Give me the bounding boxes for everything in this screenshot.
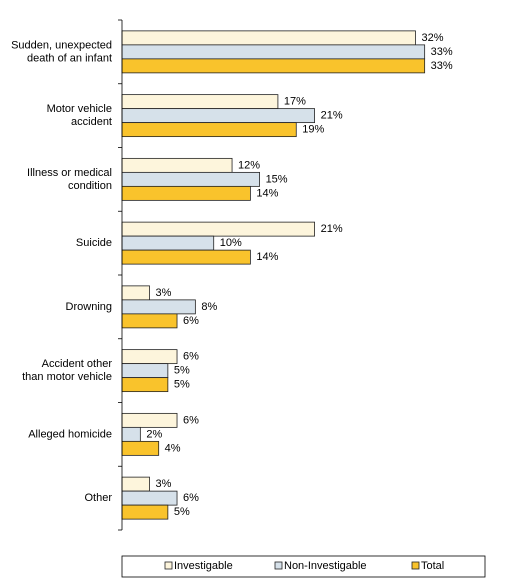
value-label: 6%: [183, 414, 199, 426]
bar: [121, 235, 215, 251]
category-label-line: Other: [84, 492, 112, 504]
value-label: 33%: [431, 60, 453, 72]
category-label: Drowning: [66, 301, 112, 313]
bar: [121, 440, 160, 456]
value-label: 12%: [238, 159, 260, 171]
bar: [121, 171, 260, 187]
bar: [121, 157, 233, 173]
bar: [121, 412, 178, 428]
category-label-line: Drowning: [66, 301, 112, 313]
category-label-line: condition: [68, 180, 112, 192]
category-label-line: Illness or medical: [27, 167, 112, 179]
category-label-line: Suicide: [76, 237, 112, 249]
legend-swatch: [164, 561, 173, 570]
value-label: 14%: [256, 251, 278, 263]
bar: [121, 504, 169, 520]
bar: [121, 426, 141, 442]
bar: [121, 221, 316, 237]
bar: [121, 313, 178, 329]
value-label: 3%: [156, 287, 172, 299]
value-label: 6%: [183, 315, 199, 327]
legend-label: Non-Investigable: [284, 560, 367, 572]
value-label: 4%: [165, 442, 181, 454]
legend-swatch: [274, 561, 283, 570]
bar: [121, 108, 316, 124]
value-label: 3%: [156, 478, 172, 490]
legend-box: [121, 555, 486, 578]
category-label: Alleged homicide: [28, 428, 112, 440]
category-label-line: death of an infant: [27, 52, 112, 64]
legend-label: Total: [421, 560, 444, 572]
bar: [121, 490, 178, 506]
category-label: Motor vehicle accident: [47, 103, 112, 128]
value-label: 6%: [183, 492, 199, 504]
value-label: 10%: [220, 237, 242, 249]
value-label: 21%: [321, 110, 343, 122]
legend-label: Investigable: [174, 560, 233, 572]
bar: [121, 94, 279, 110]
category-label-line: than motor vehicle: [22, 371, 112, 383]
bar: [121, 185, 251, 201]
legend-swatch: [411, 561, 420, 570]
value-label: 15%: [266, 173, 288, 185]
value-label: 5%: [174, 506, 190, 518]
category-label: Suicide: [76, 237, 112, 249]
bar: [121, 349, 178, 365]
value-label: 19%: [302, 124, 324, 136]
category-label: Illness or medical condition: [27, 167, 112, 192]
bar: [121, 30, 416, 46]
category-label: Other: [84, 492, 112, 504]
bar: [121, 377, 169, 393]
category-label-line: Sudden, unexpected: [11, 39, 112, 51]
value-label: 17%: [284, 96, 306, 108]
bar: [121, 44, 426, 60]
bar: [121, 476, 150, 492]
value-label: 8%: [201, 301, 217, 313]
value-label: 2%: [146, 428, 162, 440]
category-label-line: Motor vehicle: [47, 103, 112, 115]
value-label: 21%: [321, 223, 343, 235]
category-label-line: Alleged homicide: [28, 428, 112, 440]
value-label: 33%: [431, 46, 453, 58]
value-label: 32%: [421, 32, 443, 44]
bar: [121, 249, 251, 265]
value-label: 5%: [174, 365, 190, 377]
value-label: 5%: [174, 379, 190, 391]
bar: [121, 285, 150, 301]
category-label-line: accident: [71, 116, 112, 128]
bar: [121, 299, 196, 315]
category-label: Accident other than motor vehicle: [22, 358, 112, 383]
bar: [121, 363, 169, 379]
bar: [121, 58, 426, 74]
value-label: 6%: [183, 351, 199, 363]
bar: [121, 122, 297, 138]
value-label: 14%: [256, 187, 278, 199]
category-label: Sudden, unexpected death of an infant: [11, 39, 112, 64]
category-label-line: Accident other: [42, 358, 113, 370]
